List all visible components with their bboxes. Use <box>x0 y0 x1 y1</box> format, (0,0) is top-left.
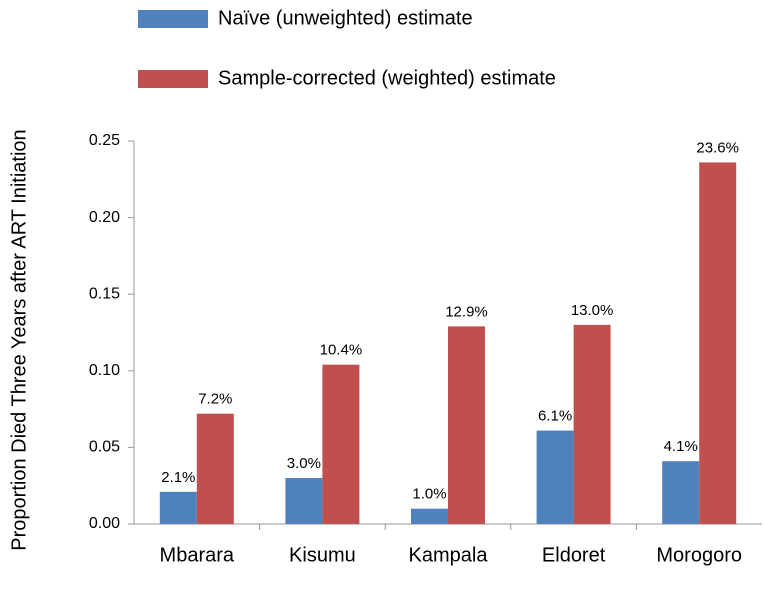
legend-swatch <box>138 70 208 88</box>
value-label: 3.0% <box>287 455 321 472</box>
y-tick-label: 0.20 <box>89 209 120 226</box>
value-label: 13.0% <box>571 302 614 319</box>
bar <box>573 324 611 524</box>
x-tick-label: Kisumu <box>289 544 356 566</box>
y-tick-label: 0.15 <box>89 285 120 302</box>
bar <box>322 364 360 524</box>
y-tick-label: 0.00 <box>89 515 120 532</box>
value-label: 7.2% <box>198 391 232 408</box>
bar <box>448 326 485 524</box>
legend-label: Sample-corrected (weighted) estimate <box>218 67 556 89</box>
x-tick-label: Eldoret <box>542 544 606 566</box>
bar <box>536 430 574 524</box>
value-label: 6.1% <box>538 408 572 425</box>
bar <box>411 508 448 524</box>
value-label: 1.0% <box>412 486 446 503</box>
value-label: 2.1% <box>161 469 195 486</box>
x-tick-label: Kampala <box>409 544 489 566</box>
legend-label: Naïve (unweighted) estimate <box>218 7 473 29</box>
value-label: 4.1% <box>664 438 698 455</box>
bar <box>159 491 197 524</box>
x-tick-label: Morogoro <box>656 544 742 566</box>
value-label: 12.9% <box>445 303 488 320</box>
value-label: 23.6% <box>696 139 739 156</box>
value-label: 10.4% <box>320 342 363 359</box>
y-tick-label: 0.25 <box>89 132 120 149</box>
x-tick-label: Mbarara <box>160 544 235 566</box>
bar <box>196 413 234 524</box>
y-axis-label: Proportion Died Three Years after ART In… <box>8 129 30 550</box>
bar <box>662 461 700 524</box>
bar <box>285 478 323 524</box>
y-tick-label: 0.05 <box>89 439 120 456</box>
bar <box>699 162 737 524</box>
y-tick-label: 0.10 <box>89 362 120 379</box>
legend-swatch <box>138 10 208 28</box>
